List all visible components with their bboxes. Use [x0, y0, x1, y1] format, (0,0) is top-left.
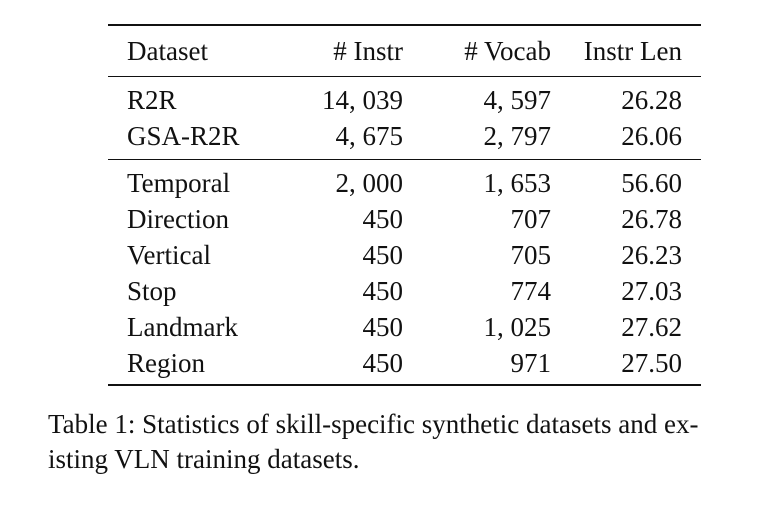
- table-row: Stop 450 774 27.03: [108, 273, 701, 309]
- synthetic-datasets-group: Temporal 2, 000 1, 653 56.60 Direction 4…: [108, 159, 701, 385]
- cell-instr: 450: [362, 204, 404, 234]
- caption-line: isting VLN training datasets.: [48, 444, 360, 474]
- cell-instr-len: 27.03: [621, 276, 682, 306]
- cell-vocab: 2, 797: [483, 121, 552, 151]
- cell-dataset: Landmark: [127, 312, 238, 342]
- statistics-table: Dataset # Instr # Vocab Instr Len R2R 14…: [108, 24, 701, 386]
- cell-dataset: Stop: [127, 276, 177, 306]
- cell-instr-len: 26.23: [621, 240, 682, 270]
- cell-vocab: 4, 597: [483, 85, 552, 115]
- cell-instr: 2, 000: [335, 168, 404, 198]
- cell-dataset: Direction: [127, 204, 229, 234]
- statistics-table-container: Dataset # Instr # Vocab Instr Len R2R 14…: [108, 24, 701, 386]
- table-row: GSA-R2R 4, 675 2, 797 26.06: [108, 118, 701, 160]
- table-row: R2R 14, 039 4, 597 26.28: [108, 77, 701, 119]
- header-instr: # Instr: [333, 36, 403, 66]
- cell-instr: 450: [362, 348, 404, 378]
- existing-datasets-group: R2R 14, 039 4, 597 26.28 GSA-R2R 4, 675 …: [108, 77, 701, 160]
- cell-instr: 450: [362, 312, 404, 342]
- table-row: Temporal 2, 000 1, 653 56.60: [108, 160, 701, 202]
- cell-instr: 450: [362, 276, 404, 306]
- cell-dataset: Region: [127, 348, 205, 378]
- table-row: Region 450 971 27.50: [108, 345, 701, 385]
- header-dataset: Dataset: [127, 36, 208, 66]
- cell-instr-len: 26.28: [621, 85, 682, 115]
- cell-instr-len: 27.50: [621, 348, 682, 378]
- cell-instr: 14, 039: [322, 85, 403, 115]
- cell-dataset: GSA-R2R: [127, 121, 240, 151]
- header-row: Dataset # Instr # Vocab Instr Len: [108, 25, 701, 77]
- cell-vocab: 971: [510, 348, 552, 378]
- cell-dataset: Temporal: [127, 168, 231, 198]
- cell-vocab: 707: [510, 204, 552, 234]
- cell-instr-len: 26.06: [621, 121, 682, 151]
- table-row: Vertical 450 705 26.23: [108, 237, 701, 273]
- cell-vocab: 705: [510, 240, 552, 270]
- cell-dataset: R2R: [127, 85, 177, 115]
- cell-instr: 4, 675: [335, 121, 404, 151]
- cell-vocab: 1, 653: [483, 168, 552, 198]
- cell-instr-len: 26.78: [621, 204, 682, 234]
- table-caption: Table 1: Statistics of skill-specific sy…: [48, 407, 768, 477]
- table-row: Direction 450 707 26.78: [108, 201, 701, 237]
- cell-instr: 450: [362, 240, 404, 270]
- cell-instr-len: 27.62: [621, 312, 682, 342]
- header-instr-len: Instr Len: [583, 36, 682, 66]
- cell-vocab: 1, 025: [483, 312, 552, 342]
- table-header: Dataset # Instr # Vocab Instr Len: [108, 25, 701, 77]
- caption-line: Table 1: Statistics of skill-specific sy…: [48, 409, 699, 439]
- header-vocab: # Vocab: [464, 36, 551, 66]
- table-row: Landmark 450 1, 025 27.62: [108, 309, 701, 345]
- cell-dataset: Vertical: [127, 240, 211, 270]
- cell-instr-len: 56.60: [621, 168, 682, 198]
- cell-vocab: 774: [510, 276, 552, 306]
